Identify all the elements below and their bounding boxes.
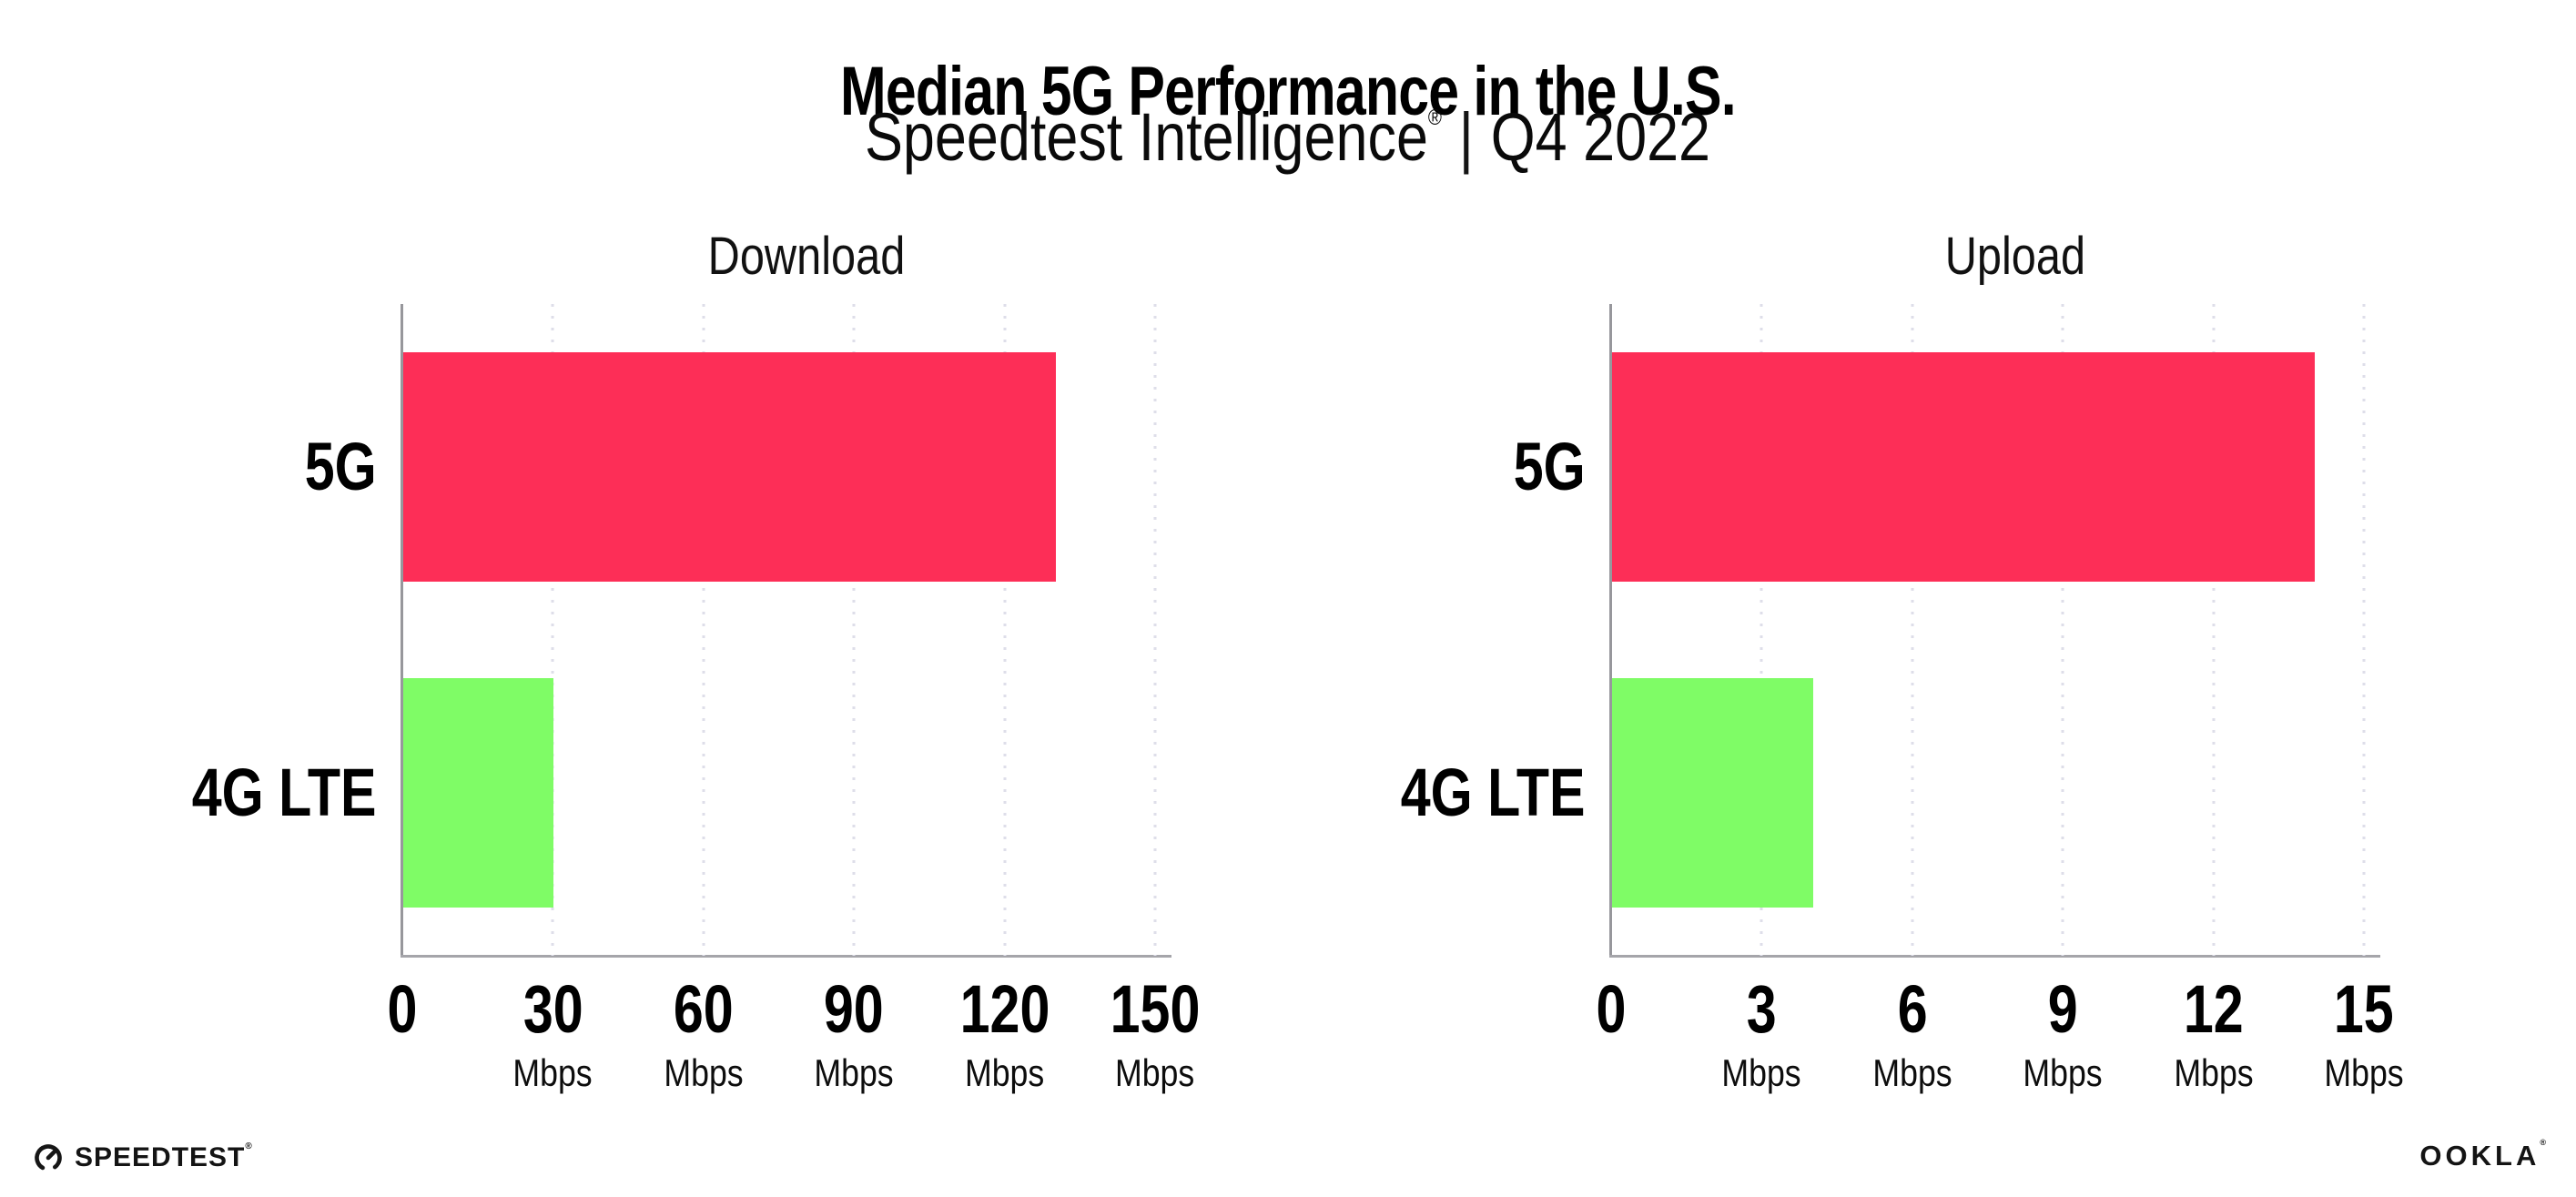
x-axis-line	[1609, 955, 2380, 958]
tick-value: 15	[2334, 971, 2394, 1047]
x-tick-90: 90 Mbps	[807, 976, 901, 1092]
category-label-4g-lte: 4G LTE	[1401, 755, 1586, 830]
x-tick-9: 9 Mbps	[2016, 976, 2110, 1092]
tick-unit: Mbps	[964, 1051, 1045, 1094]
tick-value: 150	[1110, 971, 1201, 1047]
tick-unit: Mbps	[2324, 1051, 2404, 1094]
x-tick-60: 60 Mbps	[656, 976, 750, 1092]
x-tick-12: 12 Mbps	[2166, 976, 2260, 1092]
registered-mark: ®	[1428, 106, 1443, 130]
tick-unit: Mbps	[1872, 1051, 1952, 1094]
tick-value: 0	[1596, 971, 1627, 1047]
bar-5g-download	[403, 352, 1056, 582]
download-plot-area: 5G 4G LTE 0 30 Mbps 60 Mbps 90 Mbps 120 Mbps 150 Mb…	[192, 304, 1200, 1092]
registered-mark: ®	[245, 1141, 253, 1151]
gridline-6	[1911, 304, 1914, 956]
speedtest-gauge-icon	[35, 1144, 62, 1172]
gridline-150	[1153, 304, 1157, 956]
tick-unit: Mbps	[512, 1051, 593, 1094]
tick-unit: Mbps	[1721, 1051, 1802, 1094]
upload-chart-title: Upload	[1944, 227, 2085, 286]
category-label-4g-lte: 4G LTE	[192, 755, 377, 830]
tick-unit: Mbps	[1115, 1051, 1195, 1094]
gridline-3	[1760, 304, 1763, 956]
page-title: Median 5G Performance in the U.S.	[840, 52, 1737, 130]
tick-value: 120	[959, 971, 1050, 1047]
x-tick-15: 15 Mbps	[2317, 976, 2411, 1092]
gridline-120	[1003, 304, 1007, 956]
bar-4g-lte-download	[403, 678, 554, 908]
tick-value: 90	[824, 971, 885, 1047]
x-tick-150: 150 Mbps	[1099, 976, 1211, 1092]
tick-value: 9	[2047, 971, 2078, 1047]
y-axis-line	[401, 304, 403, 956]
speedtest-logo: SPEEDTEST®	[33, 1142, 253, 1173]
tick-value: 0	[387, 971, 418, 1047]
tick-unit: Mbps	[814, 1051, 894, 1094]
ookla-wordmark: OOKLA	[2419, 1140, 2541, 1172]
speedtest-wordmark: SPEEDTEST®	[75, 1141, 253, 1172]
bar-4g-lte-upload	[1612, 678, 1813, 908]
ookla-logo: OOKLA®	[2419, 1138, 2546, 1172]
gridline-30	[551, 304, 554, 956]
page-subtitle: Speedtest Intelligence® | Q4 2022	[0, 102, 2576, 173]
x-tick-6: 6 Mbps	[1865, 976, 1959, 1092]
bar-5g-upload	[1612, 352, 2315, 582]
tick-value: 30	[522, 971, 583, 1047]
tick-unit: Mbps	[2023, 1051, 2103, 1094]
x-tick-3: 3 Mbps	[1715, 976, 1809, 1092]
category-label-5g: 5G	[305, 429, 377, 504]
gridline-60	[702, 304, 705, 956]
x-tick-30: 30 Mbps	[506, 976, 600, 1092]
tick-value: 12	[2183, 971, 2244, 1047]
y-axis-line	[1609, 304, 1612, 956]
x-tick-0: 0	[1592, 976, 1629, 1043]
tick-value: 60	[673, 971, 734, 1047]
registered-mark: ®	[2540, 1138, 2546, 1147]
tick-value: 3	[1746, 971, 1777, 1047]
category-label-5g: 5G	[1514, 429, 1586, 504]
download-chart-title: Download	[707, 227, 905, 286]
x-tick-0: 0	[383, 976, 421, 1043]
gridline-90	[852, 304, 856, 956]
upload-plot-area: 5G 4G LTE 0 3 Mbps 6 Mbps 9 Mbps 12 Mbps 15 Mbps	[1401, 304, 2404, 1092]
gridline-15	[2362, 304, 2366, 956]
tick-unit: Mbps	[2173, 1051, 2254, 1094]
subtitle-period: Q4 2022	[1491, 99, 1711, 175]
gridline-12	[2212, 304, 2216, 956]
x-axis-line	[401, 955, 1171, 958]
x-tick-120: 120 Mbps	[948, 976, 1060, 1092]
tick-unit: Mbps	[664, 1051, 744, 1094]
subtitle-brand: Speedtest Intelligence	[865, 99, 1429, 175]
gridline-9	[2061, 304, 2064, 956]
tick-value: 6	[1897, 971, 1928, 1047]
subtitle-separator: |	[1459, 99, 1475, 175]
